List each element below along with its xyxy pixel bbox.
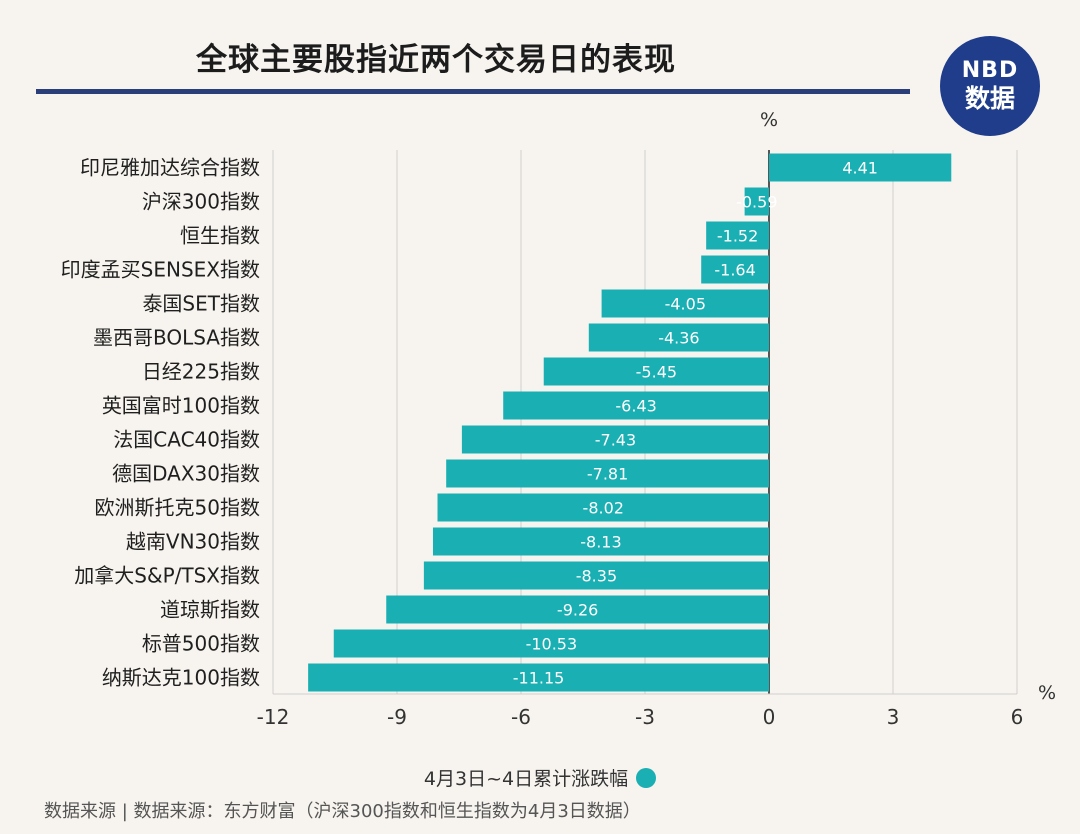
bars-group: [308, 153, 952, 692]
bar-value-label: -0.59: [736, 193, 777, 212]
x-tick-label: 3: [887, 705, 900, 729]
bar: [386, 595, 769, 624]
bar-value-label: -8.35: [576, 567, 617, 586]
legend-swatch: [636, 768, 657, 788]
category-labels: 印尼雅加达综合指数沪深300指数恒生指数印度孟买SENSEX指数泰国SET指数墨…: [61, 156, 260, 690]
category-label: 法国CAC40指数: [113, 428, 260, 452]
bar: [601, 289, 769, 318]
category-label: 德国DAX30指数: [112, 462, 260, 486]
category-label: 墨西哥BOLSA指数: [93, 326, 260, 350]
bar: [701, 255, 769, 284]
bar: [308, 663, 769, 692]
category-label: 加拿大S&P/TSX指数: [74, 564, 260, 588]
x-tick-label: -9: [387, 705, 407, 729]
bar: [423, 561, 769, 590]
x-tick-labels: -12 -9 -6 -3 0 3 6: [257, 705, 1024, 729]
bar: [432, 527, 769, 556]
bar-value-label: -10.53: [526, 635, 578, 654]
category-label: 印度孟买SENSEX指数: [61, 258, 260, 282]
logo-text-bottom: 数据: [964, 84, 1015, 113]
bar-value-label: -1.52: [717, 227, 758, 246]
x-tick-label: 6: [1011, 705, 1024, 729]
category-label: 沪深300指数: [142, 190, 260, 214]
bar-value-label: -9.26: [557, 601, 598, 620]
bar-value-label: -5.45: [636, 363, 677, 382]
bar-value-label: -8.02: [583, 499, 624, 518]
bar-value-label: -8.13: [580, 533, 621, 552]
bar: [543, 357, 769, 386]
legend-label: 4月3日~4日累计涨跌幅: [423, 768, 629, 790]
category-label: 欧洲斯托克50指数: [95, 496, 260, 520]
bar: [503, 391, 769, 420]
nbd-logo: NBD 数据: [940, 36, 1040, 136]
category-label: 日经225指数: [142, 360, 260, 384]
bar-value-label: -4.05: [665, 295, 706, 314]
legend: 4月3日~4日累计涨跌幅: [0, 764, 1080, 791]
bar: [706, 221, 769, 250]
bar-value-label: 4.41: [842, 159, 878, 178]
bar: [437, 493, 769, 522]
category-label: 越南VN30指数: [126, 530, 260, 554]
category-label: 泰国SET指数: [142, 292, 260, 316]
bar-value-label: -7.43: [595, 431, 636, 450]
x-tick-label: 0: [763, 705, 776, 729]
category-label: 印尼雅加达综合指数: [80, 156, 260, 180]
bar-value-label: -11.15: [513, 669, 565, 688]
bar: [588, 323, 769, 352]
category-label: 道琼斯指数: [160, 598, 260, 622]
x-tick-label: -3: [635, 705, 655, 729]
chart-title: 全球主要股指近两个交易日的表现: [196, 42, 676, 78]
bar: [744, 187, 769, 216]
category-label: 恒生指数: [180, 224, 260, 248]
bar: [769, 153, 952, 182]
bar-value-label: -4.36: [658, 329, 699, 348]
category-label: 纳斯达克100指数: [102, 666, 260, 690]
bar-value-label: -6.43: [615, 397, 656, 416]
bar-value-label: -7.81: [587, 465, 628, 484]
unit-label-top: %: [760, 109, 778, 131]
x-tick-label: -12: [257, 705, 290, 729]
source-note: 数据来源 | 数据来源：东方财富（沪深300指数和恒生指数为4月3日数据）: [44, 801, 641, 822]
category-label: 英国富时100指数: [102, 394, 260, 418]
unit-label-right: %: [1038, 682, 1056, 704]
title-underline: [36, 89, 910, 94]
bar: [333, 629, 769, 658]
bar: [461, 425, 769, 454]
bar: [446, 459, 769, 488]
category-label: 标普500指数: [142, 632, 260, 656]
value-labels: 4.41 -0.59 -1.52 -1.64 -4.05 -4.36 -5.45 -6.43 -…: [513, 159, 878, 688]
bar-value-label: -1.64: [714, 261, 755, 280]
logo-text-top: NBD: [961, 58, 1019, 83]
x-tick-label: -6: [511, 705, 531, 729]
